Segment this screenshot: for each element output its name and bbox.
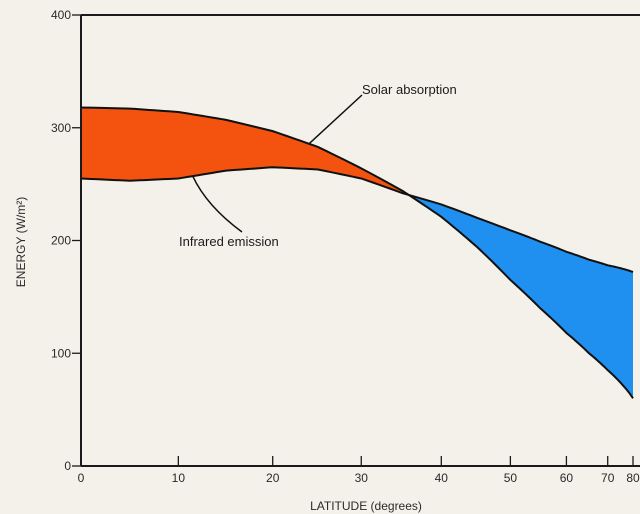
y-tick-label: 300 (51, 121, 71, 135)
y-axis-title: ENERGY (W/m²) (14, 197, 28, 287)
x-tick-label: 10 (172, 471, 186, 485)
y-tick-label: 0 (64, 459, 71, 473)
infrared-emission-label: Infrared emission (179, 234, 279, 249)
x-axis-title: LATITUDE (degrees) (310, 499, 422, 513)
x-tick-label: 0 (78, 471, 85, 485)
x-tick-label: 70 (601, 471, 615, 485)
solar-absorption-line (80, 106, 634, 399)
solar-absorption-label: Solar absorption (362, 82, 457, 97)
x-tick-label: 40 (435, 471, 449, 485)
x-tick-label: 30 (355, 471, 369, 485)
y-tick-label: 400 (51, 8, 71, 22)
fills-layer (81, 107, 633, 399)
solar-absorption-leader-line (308, 94, 363, 145)
infrared-emission-leader-line (192, 175, 243, 233)
y-tick-label: 200 (51, 234, 71, 248)
x-tick-label: 50 (504, 471, 518, 485)
y-tick-label: 100 (51, 346, 71, 360)
surplus-fill-region (81, 107, 409, 196)
deficit-fill-region (408, 194, 633, 399)
x-tick-label: 20 (266, 471, 280, 485)
infrared-emission-line (80, 166, 634, 274)
axes-layer (80, 14, 640, 467)
annotations-layer: Solar absorption Infrared emission (179, 82, 457, 249)
x-tick-label: 60 (560, 471, 574, 485)
curves-layer (80, 106, 634, 399)
ticks-layer: 0 100 200 300 400 0 10 20 30 40 50 60 70 80 (51, 8, 640, 485)
x-tick-label: 80 (626, 471, 640, 485)
